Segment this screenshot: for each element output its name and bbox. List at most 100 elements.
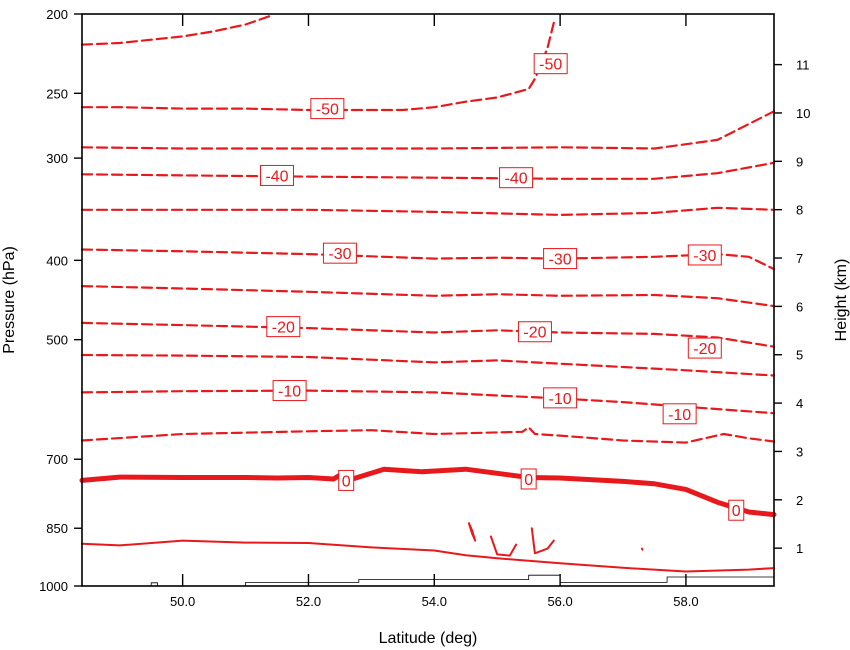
x-tick-label: 52.0	[296, 594, 321, 609]
contour-label: -30	[687, 244, 722, 266]
contour-label-text: 0	[524, 472, 533, 489]
y-axis-left: 1000 850 700 500 400 300 250 200	[39, 7, 82, 594]
contour-line	[80, 21, 555, 112]
y-tick-label: 1000	[39, 579, 68, 594]
y-axis-title: Pressure (hPa)	[1, 246, 18, 354]
contour-label-text: -50	[316, 102, 339, 119]
x-axis-title: Latitude (deg)	[379, 630, 478, 647]
y2-tick-label: 11	[796, 58, 810, 73]
terrain-profile	[82, 574, 774, 587]
contour-label: 0	[728, 499, 745, 521]
contour-label: -50	[533, 53, 568, 75]
contour-label-box	[266, 316, 301, 338]
contour-lines	[79, 14, 777, 573]
contour-label-text: -10	[278, 384, 301, 401]
contour-label-text: -30	[328, 246, 351, 263]
y-tick-label: 200	[46, 7, 68, 22]
contour-line	[80, 161, 776, 180]
contour-label-box	[687, 244, 722, 266]
contour-label: -10	[272, 380, 307, 402]
contour-labels: -50 -50 -40 -40 -30 -30 -30 -20 -20 -20 -10 -10 -10 0…	[260, 53, 745, 521]
y-tick-label: 850	[46, 521, 68, 536]
x-tick-label: 56.0	[547, 594, 572, 609]
y2-axis-title: Height (km)	[833, 259, 850, 342]
contour-label: -20	[687, 337, 722, 359]
y2-tick-label: 8	[796, 203, 803, 218]
contour-label-text: -40	[265, 168, 288, 185]
y2-tick-label: 2	[796, 493, 803, 508]
contour-line	[81, 539, 775, 573]
contour-line	[80, 285, 776, 308]
y2-tick-label: 3	[796, 444, 803, 459]
contour-line	[80, 14, 272, 46]
contour-label-box	[728, 499, 745, 521]
x-axis: 50.0 52.0 54.0 56.0 58.0	[170, 14, 699, 609]
contour-label-text: -10	[668, 407, 691, 424]
contour-label-text: -30	[693, 248, 716, 265]
y-tick-label: 250	[46, 86, 68, 101]
contour-label-text: -30	[549, 252, 572, 269]
contour-line	[80, 206, 776, 216]
contour-label-text: 0	[732, 503, 741, 520]
y-tick-label: 300	[46, 151, 68, 166]
contour-label: -20	[266, 316, 301, 338]
contour-label-box	[662, 403, 697, 425]
y-tick-label: 400	[46, 253, 68, 268]
contour-label-text: -20	[523, 325, 546, 342]
contour-line	[80, 321, 776, 348]
contour-label: -10	[543, 387, 578, 409]
contour-label: -30	[322, 242, 357, 264]
contour-label-text: -20	[693, 341, 716, 358]
terrain-line	[82, 574, 774, 587]
contour-label-box	[520, 468, 537, 490]
contour-label-box	[543, 248, 578, 270]
contour-label: -10	[662, 403, 697, 425]
x-tick-label: 58.0	[673, 594, 698, 609]
contour-label-box	[533, 53, 568, 75]
y2-tick-label: 7	[796, 251, 803, 266]
contour-label-box	[272, 380, 307, 402]
contour-line	[80, 110, 776, 150]
contour-label-text: 0	[342, 473, 351, 490]
contour-line	[79, 466, 777, 518]
y-axis-right: 1 2 3 4 5 6 7 8 9 10 11	[774, 58, 810, 556]
contour-label-text: -50	[539, 57, 562, 74]
x-tick-label: 50.0	[170, 594, 195, 609]
plot-frame	[81, 13, 775, 587]
contour-line	[467, 522, 477, 542]
contour-line	[80, 353, 776, 377]
y2-tick-label: 5	[796, 348, 803, 363]
contour-line	[80, 426, 776, 444]
contour-line	[640, 547, 644, 551]
contour-line	[489, 535, 518, 557]
contour-label: 0	[520, 468, 537, 490]
contour-label-box	[310, 98, 345, 120]
y2-tick-label: 4	[796, 396, 803, 411]
contour-label: -20	[517, 321, 552, 343]
y2-tick-label: 9	[796, 154, 803, 169]
y2-tick-label: 10	[796, 106, 810, 121]
x-tick-label: 54.0	[422, 594, 447, 609]
contour-label-box	[499, 167, 534, 189]
contour-label: -30	[543, 248, 578, 270]
contour-label: -50	[310, 98, 345, 120]
contour-label: -40	[260, 164, 295, 186]
contour-label-text: -10	[549, 391, 572, 408]
contour-label-text: -20	[272, 320, 295, 337]
contour-label-box	[543, 387, 578, 409]
y2-tick-label: 6	[796, 299, 803, 314]
y-tick-label: 700	[46, 452, 68, 467]
contour-label-box	[687, 337, 722, 359]
contour-label: 0	[338, 469, 355, 491]
contour-label-box	[338, 469, 355, 491]
contour-label-text: -40	[505, 171, 528, 188]
contour-line	[80, 248, 776, 271]
contour-line	[80, 389, 776, 415]
contour-label: -40	[499, 167, 534, 189]
contour-line	[530, 527, 555, 555]
y-tick-label: 500	[46, 333, 68, 348]
contour-label-box	[517, 321, 552, 343]
contour-label-box	[322, 242, 357, 264]
contour-label-box	[260, 164, 295, 186]
